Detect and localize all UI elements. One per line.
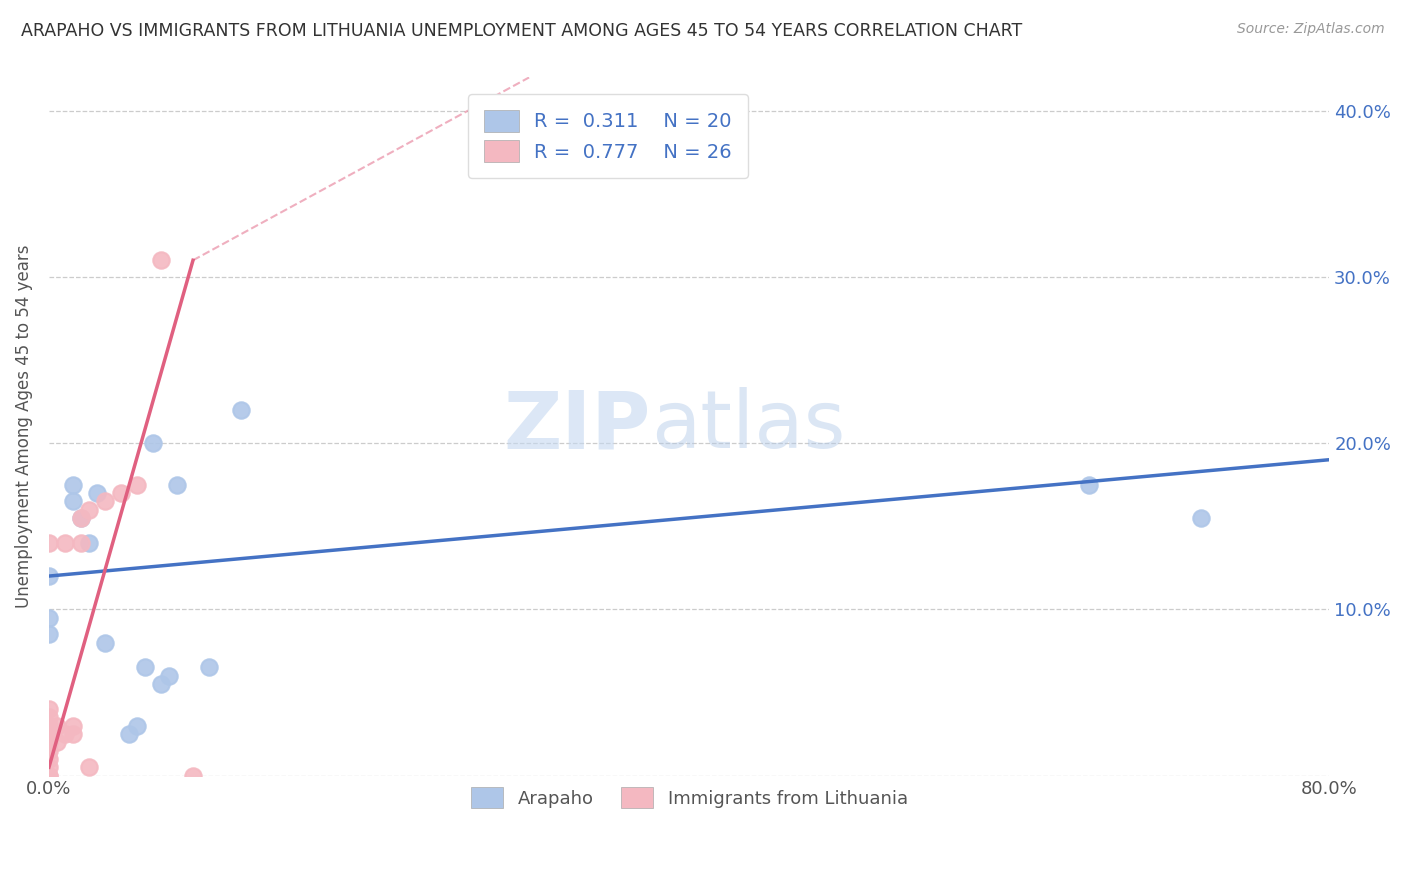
Point [198, 660, 221, 674]
Point [38, 760, 60, 774]
Point [70, 511, 93, 525]
Point [125, 477, 148, 491]
Point [38, 536, 60, 550]
Point [77, 536, 100, 550]
Point [77, 760, 100, 774]
Point [38, 702, 60, 716]
Text: Source: ZipAtlas.com: Source: ZipAtlas.com [1237, 22, 1385, 37]
Point [1078, 477, 1101, 491]
Point [150, 677, 173, 691]
Legend: Arapaho, Immigrants from Lithuania: Arapaho, Immigrants from Lithuania [464, 780, 915, 815]
Text: ARAPAHO VS IMMIGRANTS FROM LITHUANIA UNEMPLOYMENT AMONG AGES 45 TO 54 YEARS CORR: ARAPAHO VS IMMIGRANTS FROM LITHUANIA UNE… [21, 22, 1022, 40]
Point [38, 719, 60, 733]
Point [110, 486, 132, 500]
Point [142, 436, 165, 450]
Point [38, 727, 60, 741]
Point [38, 569, 60, 583]
Point [53, 536, 76, 550]
Point [229, 402, 252, 417]
Point [38, 743, 60, 757]
Point [94, 494, 117, 508]
Point [94, 635, 117, 649]
Point [62, 494, 84, 508]
Point [166, 477, 188, 491]
Point [38, 768, 60, 782]
Point [46, 735, 69, 749]
Point [38, 710, 60, 724]
Point [86, 486, 108, 500]
Point [53, 727, 76, 741]
Point [70, 536, 93, 550]
Point [77, 502, 100, 516]
Point [62, 727, 84, 741]
Point [150, 253, 173, 268]
Point [1189, 511, 1212, 525]
Point [181, 768, 204, 782]
Point [62, 719, 84, 733]
Point [38, 735, 60, 749]
Text: ZIP: ZIP [503, 387, 651, 466]
Text: atlas: atlas [651, 387, 845, 466]
Point [38, 627, 60, 641]
Point [38, 752, 60, 766]
Point [62, 477, 84, 491]
Point [46, 719, 69, 733]
Point [125, 719, 148, 733]
Point [38, 610, 60, 624]
Point [134, 660, 156, 674]
Point [70, 511, 93, 525]
Y-axis label: Unemployment Among Ages 45 to 54 years: Unemployment Among Ages 45 to 54 years [15, 244, 32, 608]
Point [118, 727, 141, 741]
Point [38, 768, 60, 782]
Point [157, 669, 180, 683]
